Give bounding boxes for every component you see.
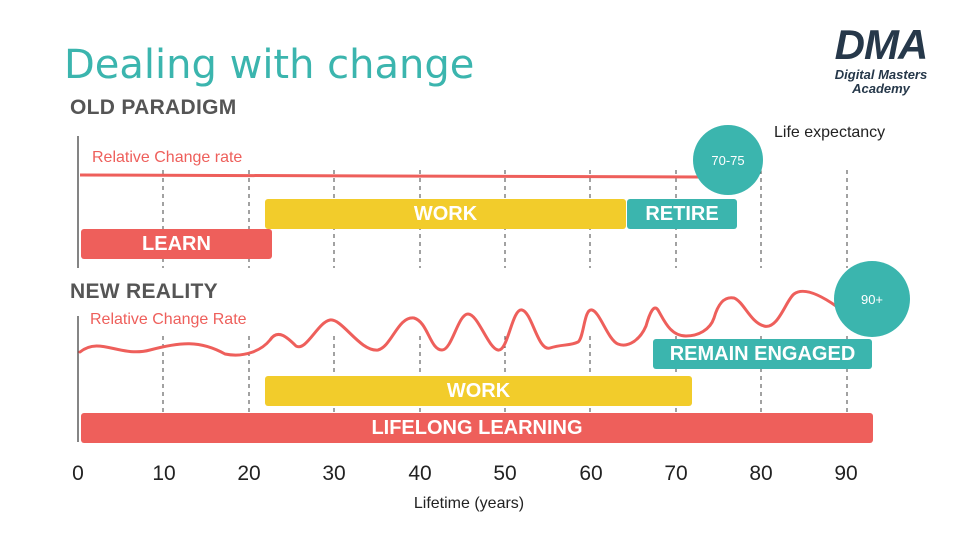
x-axis-label: Lifetime (years) bbox=[413, 495, 525, 512]
old-rate-line bbox=[79, 173, 701, 179]
tick-label-80: 80 bbox=[749, 462, 773, 485]
old-paradigm-label: OLD PARADIGM bbox=[70, 96, 237, 119]
logo-subtitle: Digital Masters Academy bbox=[826, 68, 936, 96]
new-rate-label: Relative Change Rate bbox=[90, 311, 247, 328]
tick-label-0: 0 bbox=[72, 462, 84, 485]
new-life-expectancy-circle: 90+ bbox=[834, 261, 910, 337]
logo-line-1: Digital Masters bbox=[834, 67, 928, 82]
dma-logo: DMA Digital Masters Academy bbox=[826, 24, 936, 96]
tick-label-90: 90 bbox=[834, 462, 858, 485]
logo-line-2: Academy bbox=[852, 81, 910, 96]
logo-mark: DMA bbox=[834, 21, 929, 68]
old-work-bar: WORK bbox=[265, 199, 626, 229]
new-work-bar: WORK bbox=[265, 376, 692, 406]
tick-label-60: 60 bbox=[579, 462, 603, 485]
tick-label-10: 10 bbox=[152, 462, 176, 485]
tick-label-40: 40 bbox=[408, 462, 432, 485]
tick-label-20: 20 bbox=[237, 462, 261, 485]
tick-label-70: 70 bbox=[664, 462, 688, 485]
old-learn-bar: LEARN bbox=[81, 229, 272, 259]
new-reality-label: NEW REALITY bbox=[70, 280, 218, 303]
tick-label-50: 50 bbox=[493, 462, 517, 485]
new-rate-line bbox=[78, 289, 838, 357]
lifelong-learning-bar: LIFELONG LEARNING bbox=[81, 413, 873, 443]
remain-engaged-bar: REMAIN ENGAGED bbox=[653, 339, 872, 369]
life-expectancy-label: Life expectancy bbox=[774, 124, 886, 141]
old-life-expectancy-circle: 70-75 bbox=[693, 125, 763, 195]
old-retire-bar: RETIRE bbox=[627, 199, 737, 229]
tick-label-30: 30 bbox=[322, 462, 346, 485]
old-rate-label: Relative Change rate bbox=[92, 149, 243, 166]
page-title: Dealing with change bbox=[64, 42, 475, 88]
